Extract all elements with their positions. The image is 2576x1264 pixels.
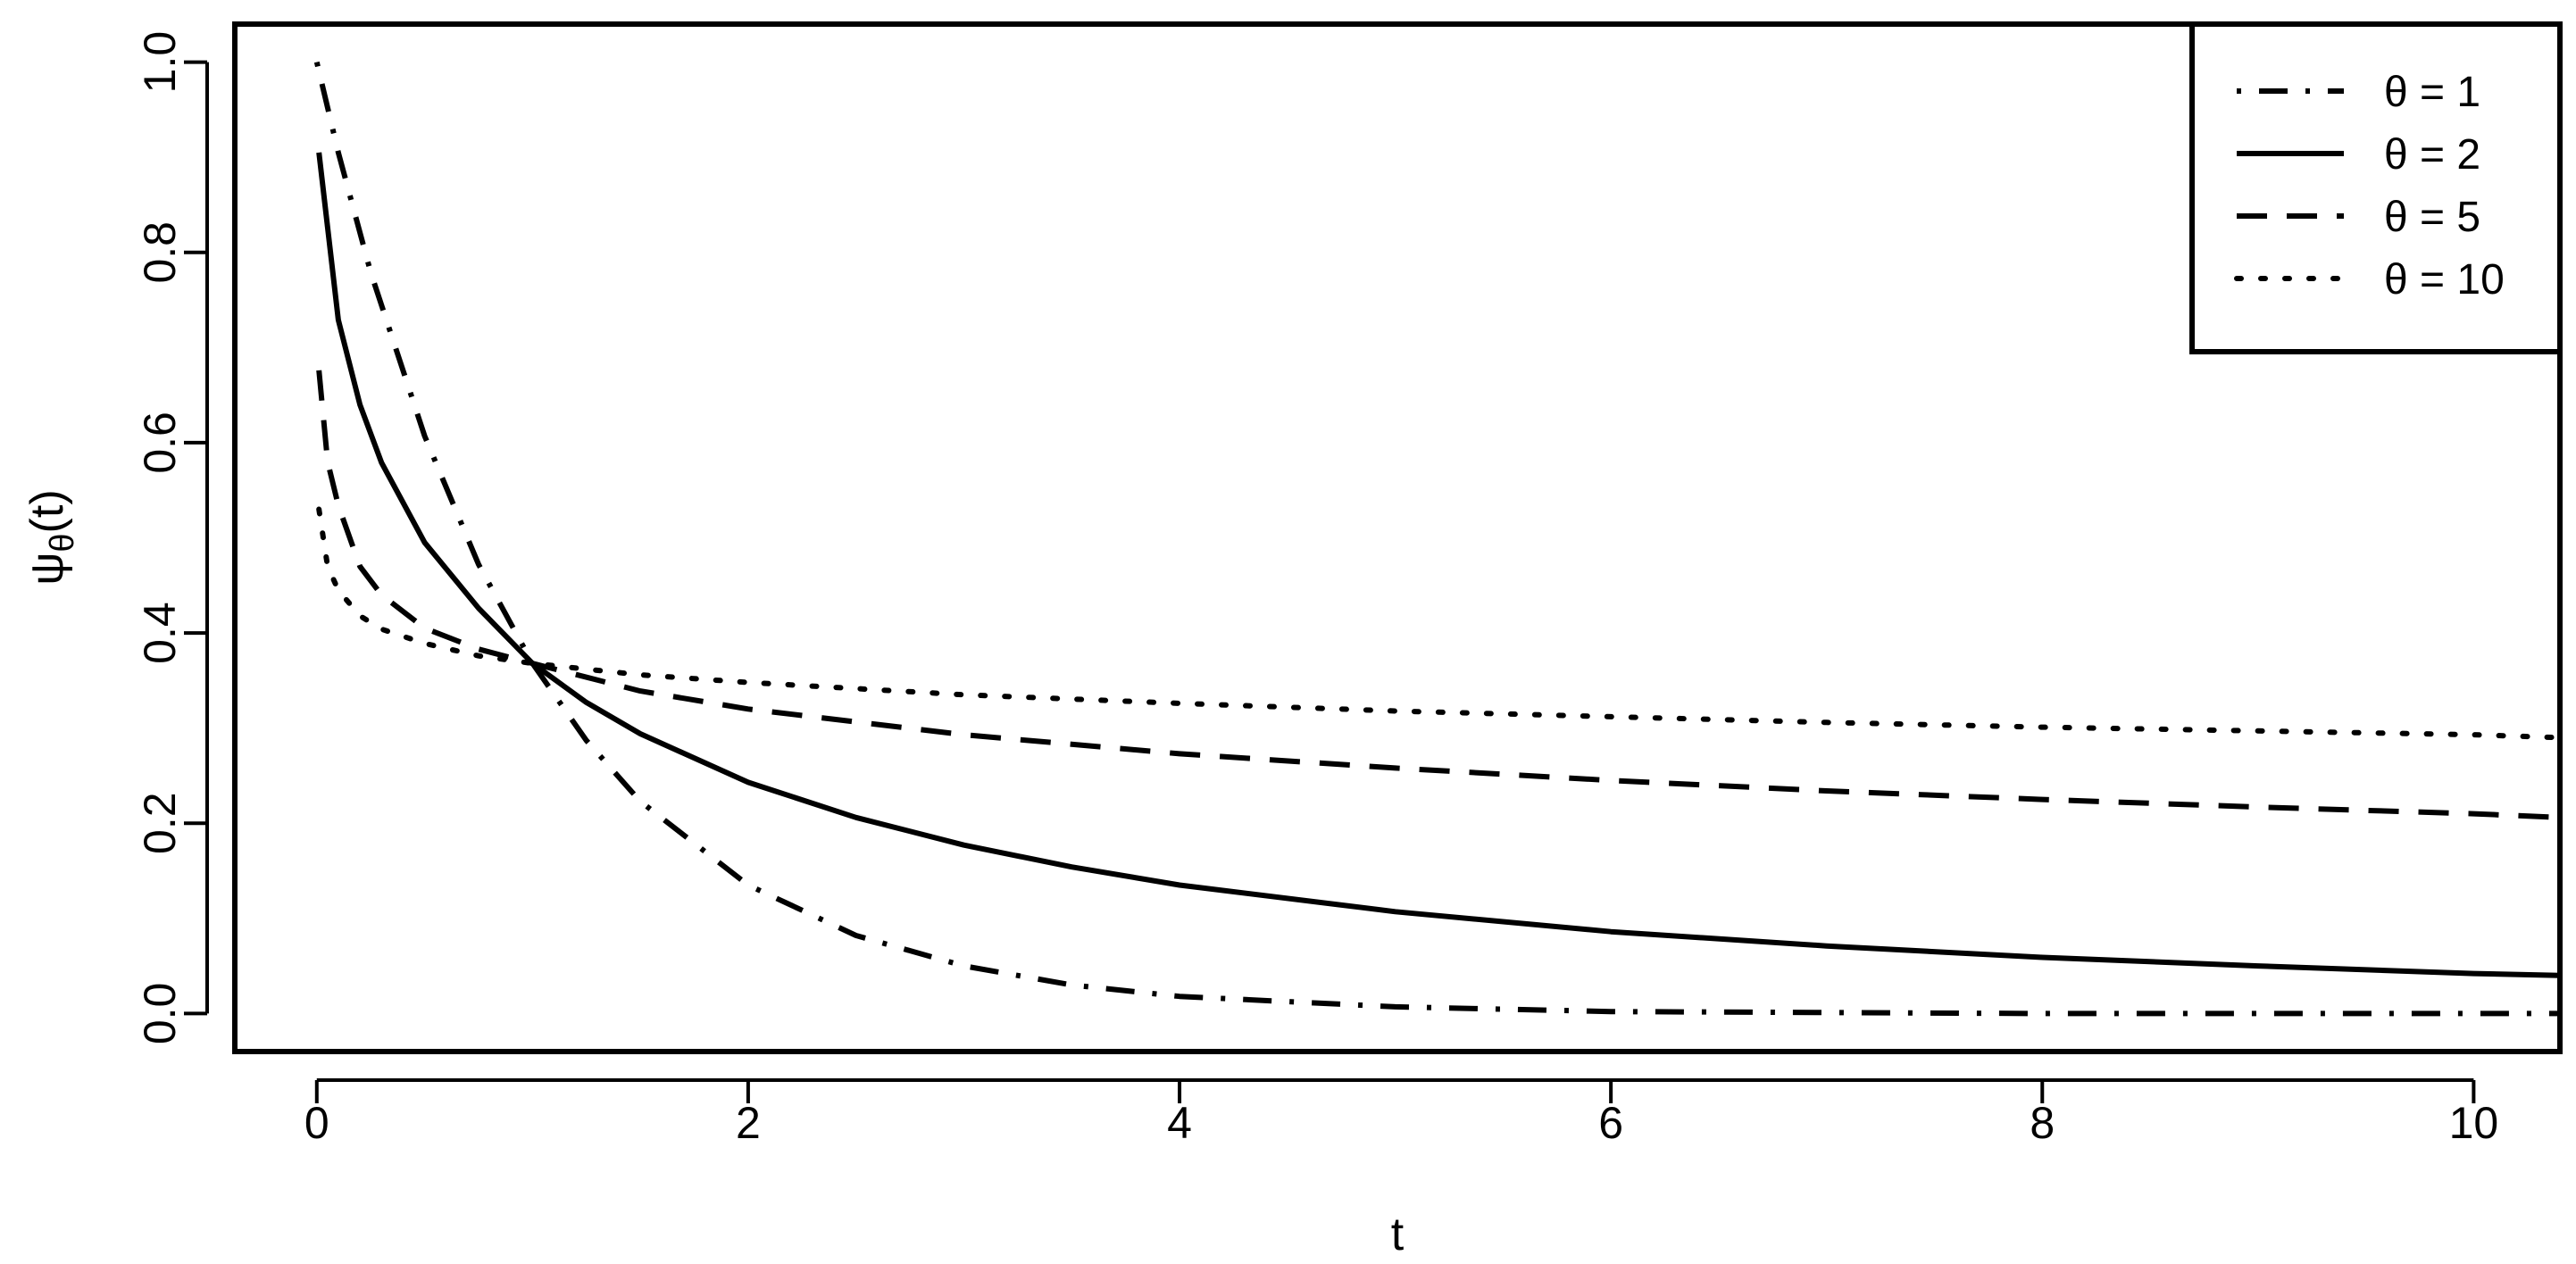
legend-label-3: θ = 5: [2384, 194, 2480, 241]
x-axis-label: t: [1391, 1209, 1405, 1260]
y-tick-label: 0.2: [135, 792, 185, 854]
series-layer: [313, 61, 2563, 1017]
x-tick-label: 4: [1167, 1098, 1192, 1148]
legend-label-4: θ = 10: [2384, 256, 2505, 304]
legend-label-1: θ = 1: [2384, 69, 2480, 116]
y-tick-label: 0.8: [135, 221, 185, 284]
x-tick-label: 6: [1598, 1098, 1623, 1148]
y-axis: 0.0 0.2 0.4 0.6 0.8 1.0: [135, 31, 209, 1045]
y-label-tail: (t): [21, 489, 73, 533]
plot-frame: [232, 21, 2563, 1054]
y-tick-label: 0.6: [135, 412, 185, 474]
x-tick-label: 2: [736, 1098, 761, 1148]
legend-box: [2189, 21, 2563, 354]
y-label-subscript: θ: [44, 533, 81, 552]
y-tick-label: 0.4: [135, 602, 185, 664]
legend-items: θ = 1 θ = 2 θ = 5 θ = 10: [2234, 69, 2505, 304]
y-tick-label: 0.0: [135, 983, 185, 1045]
series-line-1: [313, 61, 2560, 1017]
y-label-main: ψ: [21, 553, 73, 586]
y-axis-label: ψθ(t): [21, 489, 81, 585]
x-axis: 0 2 4 6 8 10: [304, 1078, 2499, 1148]
x-tick-label: 0: [304, 1098, 329, 1148]
series-line-4: [316, 506, 2563, 741]
legend-label-2: θ = 2: [2384, 131, 2480, 179]
y-tick-label: 1.0: [135, 31, 185, 94]
series-line-2: [316, 152, 2561, 978]
x-tick-label: 10: [2449, 1098, 2499, 1148]
x-tick-label: 8: [2030, 1098, 2055, 1148]
series-line-3: [316, 370, 2561, 820]
legend: θ = 1 θ = 2 θ = 5 θ = 10: [2189, 21, 2563, 354]
